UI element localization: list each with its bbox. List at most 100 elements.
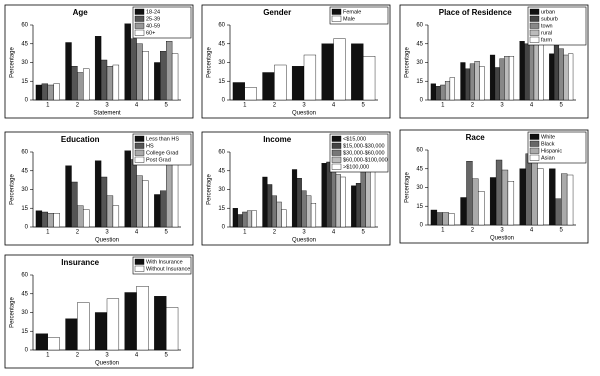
legend-label: suburb <box>541 16 558 22</box>
bar <box>246 210 253 228</box>
bar <box>460 62 466 101</box>
bar <box>321 163 327 228</box>
bar <box>525 153 532 226</box>
bar <box>232 208 238 228</box>
bar <box>555 198 562 226</box>
y-tick-label: 15 <box>416 79 423 85</box>
y-tick-label: 30 <box>218 187 225 193</box>
bar <box>35 84 43 101</box>
bar <box>165 160 173 228</box>
y-tick-label: 60 <box>416 23 423 29</box>
bar <box>130 159 137 228</box>
y-tick-label: 30 <box>416 60 423 66</box>
bar <box>436 212 444 226</box>
x-tick-label: 4 <box>135 103 139 109</box>
legend-label: College Grad <box>146 150 178 156</box>
legend-label: $15,000-$30,000 <box>343 143 385 149</box>
y-tick-label: 15 <box>416 204 423 210</box>
bar <box>53 83 60 101</box>
bar <box>478 191 485 226</box>
x-tick-label: 3 <box>105 230 109 236</box>
bar <box>519 41 525 101</box>
bar <box>331 170 337 228</box>
bar <box>262 72 275 101</box>
bar <box>549 53 555 101</box>
x-tick-label: 2 <box>76 103 80 109</box>
bar <box>333 38 346 101</box>
x-tick-label: 1 <box>441 228 445 234</box>
bar <box>466 161 473 226</box>
bar <box>430 83 436 101</box>
legend-swatch <box>331 15 342 22</box>
legend-swatch <box>134 258 145 265</box>
y-tick-label: 45 <box>218 168 225 174</box>
bar <box>291 66 305 101</box>
x-axis-label: Question <box>95 361 119 367</box>
bar <box>171 154 179 228</box>
bar <box>519 168 526 226</box>
bar <box>549 168 556 226</box>
y-tick-label: 15 <box>218 206 225 212</box>
bar <box>94 312 108 351</box>
y-tick-label: 0 <box>420 98 424 104</box>
x-tick-label: 4 <box>332 103 336 109</box>
legend-box <box>329 6 389 25</box>
bar <box>124 23 131 101</box>
x-tick-label: 2 <box>471 228 475 234</box>
y-tick-label: 30 <box>21 187 28 193</box>
bar <box>558 48 564 101</box>
bar <box>53 213 60 228</box>
bar <box>136 286 149 351</box>
legend-swatch <box>134 156 145 163</box>
y-tick-label: 45 <box>218 41 225 47</box>
bar <box>449 77 455 101</box>
bar <box>267 184 273 228</box>
y-axis-label: Percentage <box>405 172 411 203</box>
x-tick-label: 3 <box>302 103 306 109</box>
bar <box>106 298 120 351</box>
legend-swatch <box>529 147 540 154</box>
legend-swatch <box>134 15 145 22</box>
bar <box>430 209 438 226</box>
x-tick-label: 4 <box>332 230 336 236</box>
bar <box>71 66 78 101</box>
bar <box>83 68 90 101</box>
x-tick-label: 3 <box>500 228 504 234</box>
x-tick-label: 3 <box>105 103 109 109</box>
y-tick-label: 60 <box>416 148 423 154</box>
bar <box>448 213 455 226</box>
bar <box>124 292 137 351</box>
bar <box>363 56 376 101</box>
bar <box>65 318 78 351</box>
bar <box>465 68 471 101</box>
legend-swatch <box>134 135 145 142</box>
bar <box>47 337 60 351</box>
x-tick-label: 5 <box>165 353 169 359</box>
chart-title: Gender <box>263 8 291 17</box>
legend-label: Male <box>343 16 355 22</box>
bar <box>94 160 102 228</box>
bar <box>160 51 167 101</box>
legend-label: Without Insurance <box>146 266 190 272</box>
chart-title: Income <box>263 135 292 144</box>
y-axis-label: Percentage <box>10 174 16 205</box>
bar <box>130 38 137 101</box>
y-tick-label: 60 <box>218 23 225 29</box>
legend-swatch <box>134 142 145 149</box>
bar <box>291 169 298 228</box>
legend-label: <$15,000 <box>343 136 366 142</box>
x-tick-label: 1 <box>243 103 247 109</box>
legend-swatch <box>331 163 342 170</box>
bar <box>321 43 334 101</box>
bar <box>507 181 515 226</box>
bar <box>271 195 277 228</box>
bar <box>112 205 120 228</box>
bar <box>106 66 114 101</box>
x-tick-label: 4 <box>530 228 534 234</box>
x-tick-label: 1 <box>441 103 445 109</box>
bar <box>495 159 503 226</box>
bar <box>494 67 500 101</box>
bar <box>340 176 346 228</box>
y-tick-label: 60 <box>218 150 225 156</box>
bar <box>489 177 497 226</box>
